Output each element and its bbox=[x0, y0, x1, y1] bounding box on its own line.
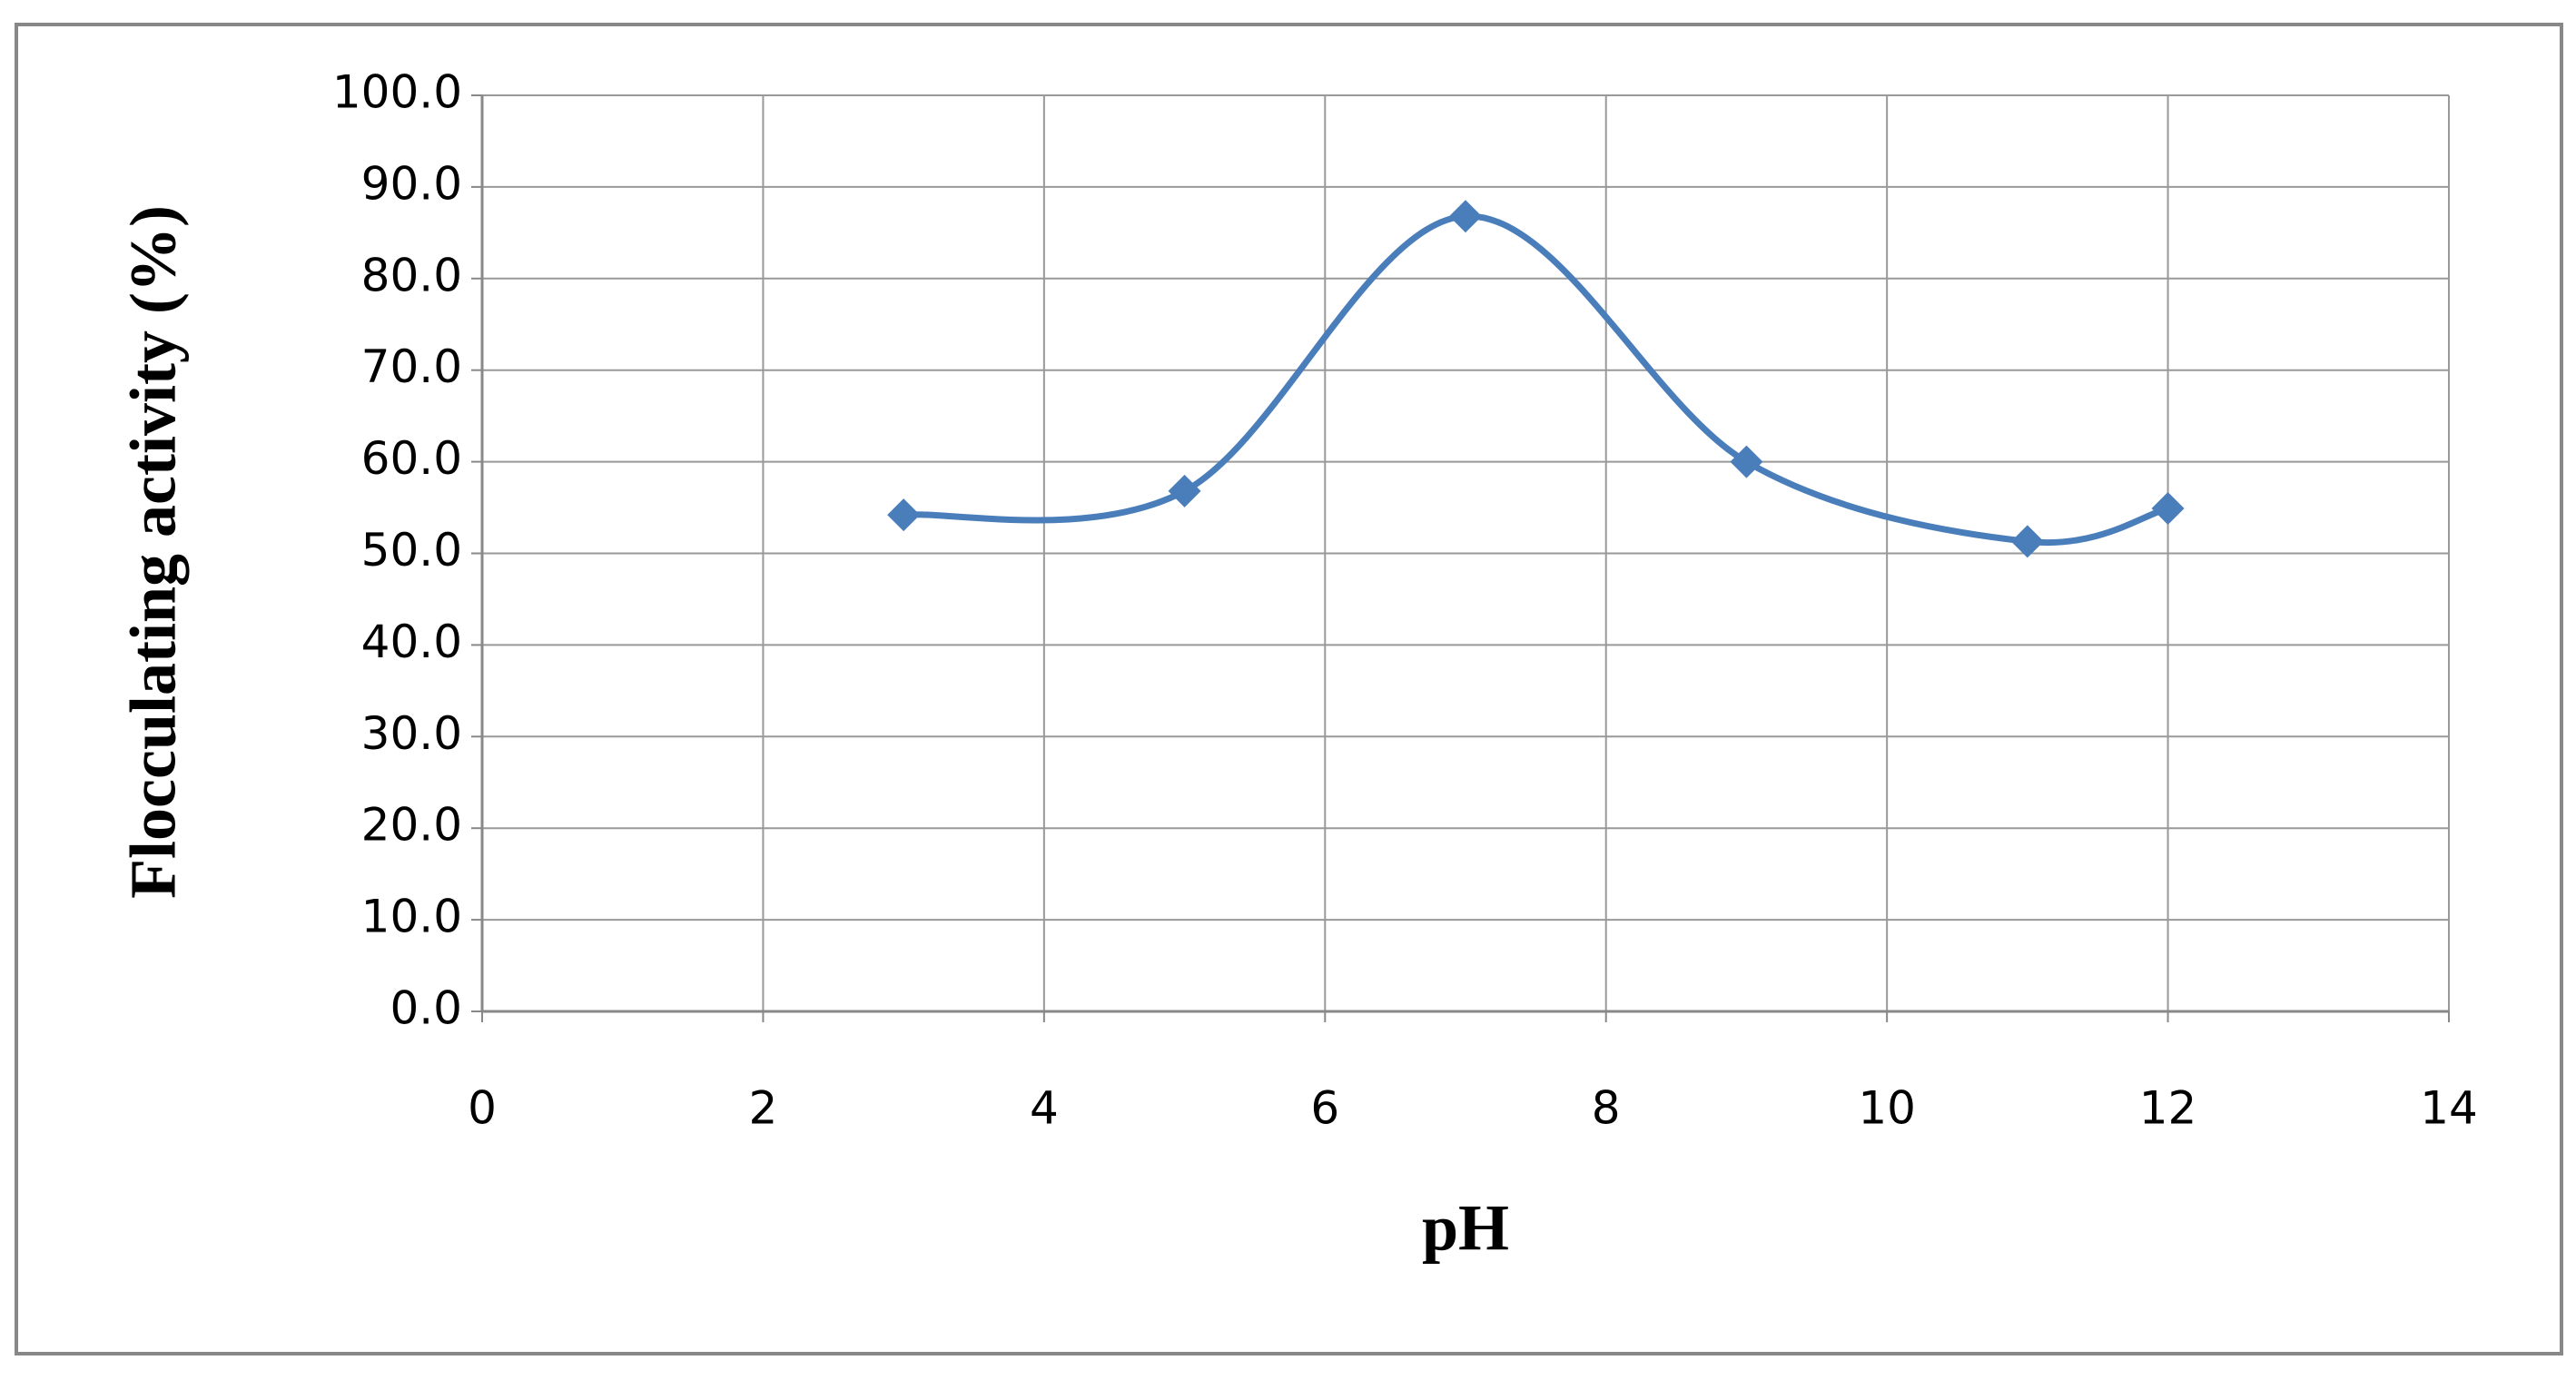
x-tick-label: 0 bbox=[468, 1082, 497, 1135]
x-tick-label: 8 bbox=[1592, 1082, 1621, 1135]
marker bbox=[1730, 445, 1763, 478]
x-tick-label: 4 bbox=[1030, 1082, 1059, 1135]
y-tick-label: 20.0 bbox=[361, 799, 462, 852]
y-tick-label: 30.0 bbox=[361, 707, 462, 760]
chart-border bbox=[15, 23, 2563, 1355]
marker bbox=[887, 498, 921, 532]
y-tick-label: 50.0 bbox=[361, 524, 462, 577]
series-line bbox=[903, 212, 2169, 547]
y-tick-label: 100.0 bbox=[332, 66, 462, 119]
x-tick-label: 2 bbox=[749, 1082, 778, 1135]
y-tick-label: 60.0 bbox=[361, 432, 462, 485]
x-tick-label: 10 bbox=[1858, 1082, 1916, 1135]
x-tick-label: 6 bbox=[1310, 1082, 1339, 1135]
y-tick-label: 90.0 bbox=[361, 157, 462, 210]
marker bbox=[1449, 200, 1482, 233]
x-axis-title: pH bbox=[1422, 1192, 1509, 1265]
marker bbox=[2010, 525, 2044, 558]
y-axis-title: Flocculating activity (%) bbox=[117, 205, 190, 899]
x-tick-label: 14 bbox=[2420, 1082, 2478, 1135]
y-tick-label: 70.0 bbox=[361, 340, 462, 393]
y-tick-label: 40.0 bbox=[361, 616, 462, 668]
y-tick-label: 10.0 bbox=[361, 891, 462, 943]
marker bbox=[2151, 492, 2185, 526]
y-tick-label: 0.0 bbox=[390, 982, 462, 1035]
y-tick-label: 80.0 bbox=[361, 249, 462, 301]
x-tick-label: 12 bbox=[2139, 1082, 2197, 1135]
marker bbox=[1168, 474, 1201, 508]
